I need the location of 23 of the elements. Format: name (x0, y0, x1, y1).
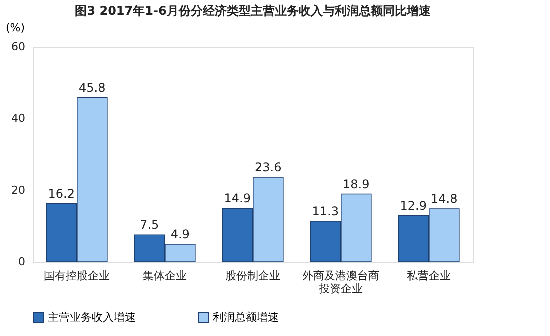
data-label: 18.9 (343, 177, 370, 192)
x-tick-label: 私营企业 (407, 270, 451, 282)
x-tick-label: 股份制企业 (226, 270, 280, 282)
y-tick-label: 60 (12, 40, 26, 54)
y-axis-title: (%) (6, 22, 26, 34)
legend-label: 主营业务收入增速 (48, 310, 136, 324)
legend-label: 利润总额增速 (213, 310, 279, 324)
x-tick-label: 国有控股企业 (44, 270, 110, 282)
data-label: 14.8 (431, 192, 458, 206)
data-label: 12.9 (400, 198, 427, 213)
x-tick-label: 集体企业 (143, 270, 187, 282)
data-label: 14.9 (224, 192, 251, 206)
y-tick-label: 0 (18, 256, 26, 268)
data-label: 7.5 (140, 218, 160, 232)
data-label: 16.2 (48, 186, 75, 201)
data-label: 11.3 (312, 204, 339, 219)
data-label: 45.8 (79, 80, 106, 95)
x-tick-label: 外商及港澳台商投资企业 (302, 270, 380, 296)
chart-title: 图3 2017年1-6月份分经济类型主营业务收入与利润总额同比增速 (75, 4, 432, 18)
data-label: 23.6 (255, 160, 282, 174)
y-tick-label: 20 (12, 184, 26, 197)
data-label: 4.9 (170, 227, 190, 242)
y-tick-label: 40 (12, 112, 26, 126)
